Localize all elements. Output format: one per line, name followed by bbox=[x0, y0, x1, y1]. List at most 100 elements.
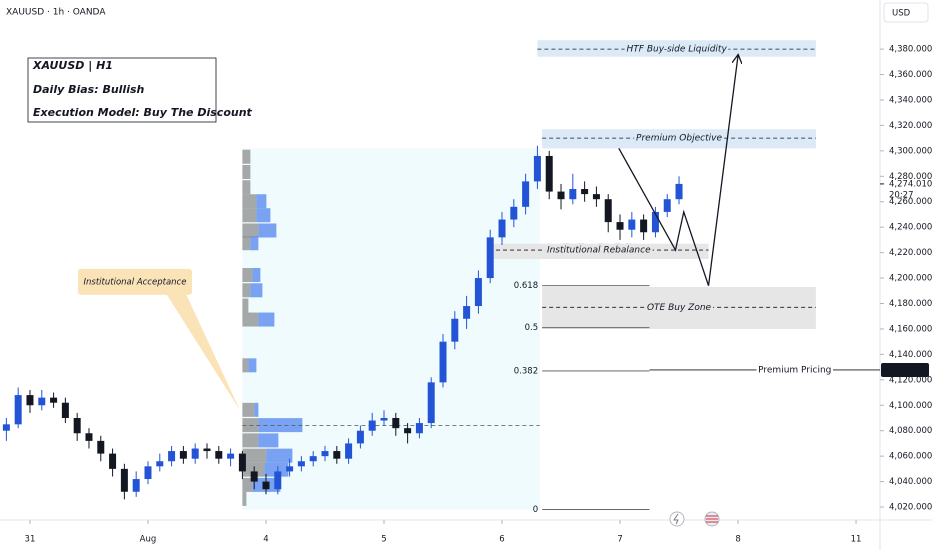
info-box bbox=[27, 57, 217, 123]
candle-body bbox=[297, 461, 305, 467]
price-tag bbox=[881, 362, 929, 377]
y-tick-label: 4,360.000 bbox=[889, 70, 932, 80]
candle-body bbox=[380, 417, 388, 421]
candle-body bbox=[474, 278, 482, 307]
candle-body bbox=[368, 420, 376, 431]
volume-blue bbox=[248, 358, 257, 373]
x-tick-label: 11 bbox=[851, 535, 862, 545]
candle-body bbox=[675, 183, 683, 200]
volume-gray bbox=[242, 312, 259, 327]
countdown: 20:27 bbox=[889, 190, 914, 200]
premium-pricing-label: Premium Pricing bbox=[758, 365, 831, 375]
candle-body bbox=[463, 306, 471, 319]
candle-body bbox=[109, 453, 117, 469]
candle-body bbox=[439, 341, 447, 383]
y-tick-label: 4,320.000 bbox=[889, 121, 932, 131]
event-icon-glyph bbox=[706, 515, 718, 523]
price-tag-label: 4,127.749 bbox=[884, 365, 927, 375]
y-tick-label: 4,280.000 bbox=[889, 172, 932, 182]
info-line: Execution Model: Buy The Discount bbox=[33, 106, 253, 119]
event-icon[interactable] bbox=[669, 511, 685, 527]
zone bbox=[542, 286, 816, 329]
candle-body bbox=[557, 191, 565, 200]
candle-body bbox=[286, 466, 294, 472]
candle-body bbox=[144, 466, 152, 480]
x-tick-label: 5 bbox=[381, 535, 386, 545]
candle-body bbox=[498, 219, 506, 238]
projection-path bbox=[618, 55, 738, 286]
x-tick-label: 6 bbox=[499, 535, 504, 545]
candle-body bbox=[250, 471, 258, 482]
candle-body bbox=[628, 219, 636, 230]
zone-label: Institutional Rebalance bbox=[547, 246, 651, 256]
candle-body bbox=[73, 417, 81, 434]
volume-gray bbox=[242, 223, 259, 238]
candle-body bbox=[651, 211, 659, 233]
candle-body bbox=[640, 219, 648, 233]
callout-label: Institutional Acceptance bbox=[84, 277, 187, 287]
candle-body bbox=[38, 397, 46, 406]
candle-body bbox=[26, 395, 34, 406]
candle-body bbox=[427, 382, 435, 424]
candle-body bbox=[50, 397, 58, 403]
candle-body bbox=[227, 453, 235, 459]
candle-body bbox=[545, 155, 553, 192]
info-line: Daily Bias: Bullish bbox=[33, 83, 145, 96]
y-tick-label: 4,040.000 bbox=[889, 477, 932, 487]
background-layer bbox=[242, 40, 880, 510]
fib-label: 0.5 bbox=[525, 323, 539, 333]
candle-body bbox=[486, 237, 494, 279]
zone-label: OTE Buy Zone bbox=[647, 303, 712, 313]
x-tick-label: 8 bbox=[735, 535, 740, 545]
volume-gray bbox=[242, 298, 249, 313]
zone-label: Premium Objective bbox=[636, 134, 722, 144]
candle-body bbox=[533, 155, 541, 182]
y-tick-label: 4,020.000 bbox=[889, 503, 932, 513]
info-line: XAUUSD | H1 bbox=[32, 59, 113, 72]
current-price: 4,274.010 bbox=[889, 179, 932, 189]
candle-body bbox=[191, 448, 199, 459]
candle-body bbox=[168, 451, 176, 462]
volume-blue bbox=[252, 268, 261, 283]
main-layer bbox=[2, 145, 683, 500]
candle-body bbox=[616, 222, 624, 230]
volume-blue bbox=[250, 283, 263, 298]
callout-pointer bbox=[165, 291, 241, 411]
y-tick-label: 4,120.000 bbox=[889, 375, 932, 385]
y-tick-label: 4,340.000 bbox=[889, 95, 932, 105]
candle-body bbox=[156, 461, 164, 467]
volume-blue bbox=[258, 312, 275, 327]
volume-blue bbox=[258, 433, 279, 448]
x-tick-label: 7 bbox=[617, 535, 622, 545]
y-tick-label: 4,200.000 bbox=[889, 274, 932, 284]
chart-title: XAUUSD · 1h · OANDA bbox=[6, 8, 106, 18]
volume-blue bbox=[266, 448, 293, 463]
volume-gray bbox=[242, 164, 251, 179]
y-tick-label: 4,300.000 bbox=[889, 146, 932, 156]
event-icon-glyph bbox=[673, 513, 679, 525]
currency: USD bbox=[892, 9, 911, 19]
y-tick-label: 4,180.000 bbox=[889, 299, 932, 309]
zone bbox=[537, 40, 816, 57]
candle-body bbox=[663, 199, 671, 212]
volume-gray bbox=[242, 358, 249, 373]
volume-gray bbox=[242, 491, 247, 506]
volume-gray bbox=[242, 418, 259, 433]
volume-gray bbox=[242, 180, 251, 195]
currency-box[interactable] bbox=[883, 2, 929, 23]
candle-body bbox=[309, 456, 317, 462]
candle-body bbox=[333, 451, 341, 459]
y-tick-label: 4,160.000 bbox=[889, 324, 932, 334]
y-tick-label: 4,060.000 bbox=[889, 452, 932, 462]
volume-gray bbox=[242, 208, 257, 223]
y-tick-label: 4,260.000 bbox=[889, 197, 932, 207]
y-tick-label: 4,240.000 bbox=[889, 223, 932, 233]
candle-body bbox=[451, 318, 459, 342]
candle-body bbox=[592, 194, 600, 200]
fib-label: 0 bbox=[533, 505, 538, 515]
volume-blue bbox=[256, 194, 267, 209]
y-tick-label: 4,380.000 bbox=[889, 45, 932, 55]
candle-body bbox=[510, 206, 518, 220]
